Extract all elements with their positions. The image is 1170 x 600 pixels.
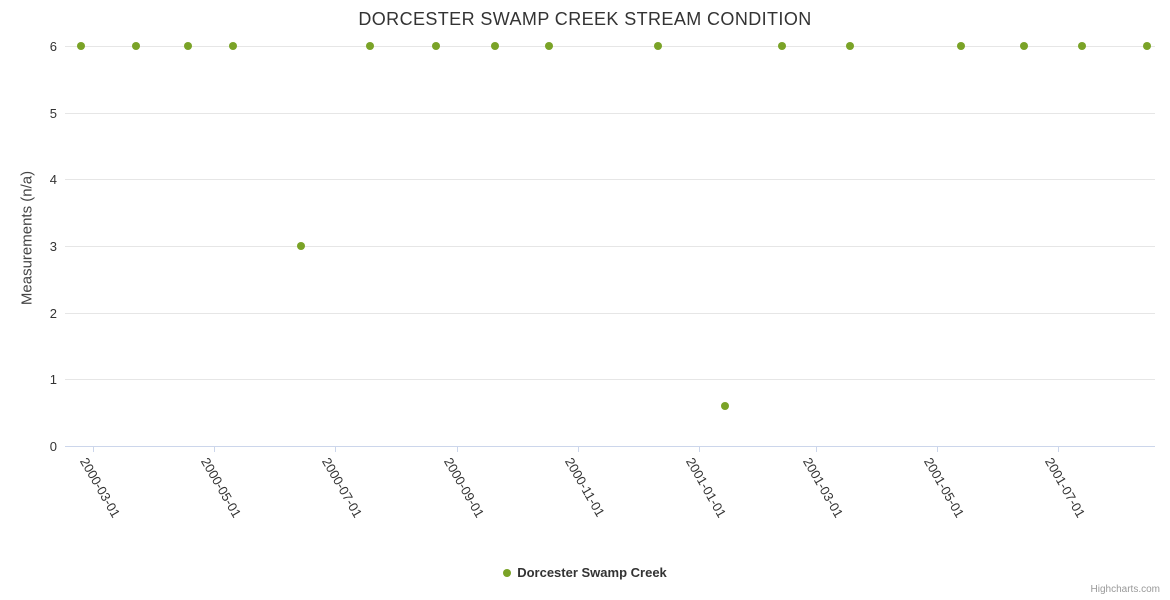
data-point[interactable] (1020, 42, 1029, 50)
legend-item-label: Dorcester Swamp Creek (517, 565, 667, 580)
x-axis-tick-label: 2001-05-01 (921, 455, 968, 521)
x-axis-tick-mark (334, 446, 336, 452)
y-axis-title: Measurements (n/a) (18, 170, 36, 306)
y-axis-tick-label: 6 (49, 39, 57, 54)
x-axis-tick-mark (457, 446, 459, 452)
data-point[interactable] (653, 42, 662, 50)
y-axis-tick-label: 5 (49, 105, 57, 121)
y-axis-tick-label: 3 (49, 239, 57, 254)
data-point[interactable] (491, 42, 500, 50)
data-point[interactable] (1077, 42, 1086, 50)
x-axis-tick-mark (699, 446, 701, 452)
x-axis-tick-label: 2001-07-01 (1041, 455, 1089, 521)
y-gridline (65, 179, 1155, 181)
chart-title: DORCESTER SWAMP CREEK STREAM CONDITION (358, 9, 812, 29)
legend-item[interactable]: Dorcester Swamp Creek (503, 565, 667, 580)
x-axis-tick-label: 2000-03-01 (76, 455, 123, 521)
y-gridline (65, 312, 1155, 314)
x-axis-tick-mark (1057, 446, 1059, 452)
data-point[interactable] (956, 42, 965, 50)
x-axis-tick-mark (213, 446, 215, 452)
data-point[interactable] (296, 242, 305, 250)
x-axis-line (65, 446, 1155, 447)
legend-marker-dot-icon (503, 568, 512, 577)
x-axis-tick-label: 2000-05-01 (197, 455, 244, 521)
y-axis-tick-label: 1 (49, 372, 57, 388)
data-point[interactable] (1143, 42, 1152, 50)
x-axis-tick-label: 2000-07-01 (318, 455, 365, 521)
x-axis-tick-label: 2000-09-01 (441, 455, 488, 521)
highcharts-credits-link[interactable]: Highcharts.com (1090, 584, 1160, 595)
data-point[interactable] (183, 42, 192, 50)
y-axis-tick-label: 0 (49, 439, 57, 454)
data-point[interactable] (431, 42, 440, 50)
data-point[interactable] (845, 42, 854, 50)
x-axis-tick-mark (92, 446, 94, 452)
y-axis-tick-label: 2 (49, 305, 57, 321)
data-point[interactable] (132, 42, 141, 50)
x-axis-tick-label: 2001-03-01 (800, 455, 847, 521)
x-axis-tick-label: 2001-01-01 (683, 455, 730, 521)
y-gridline (65, 112, 1155, 114)
data-point[interactable] (76, 42, 85, 50)
y-gridline (65, 46, 1155, 47)
data-point[interactable] (720, 402, 729, 410)
legend: Dorcester Swamp Creek (0, 565, 1170, 580)
data-point[interactable] (544, 42, 553, 50)
x-axis-tick-label: 2000-11-01 (562, 455, 609, 520)
x-axis-tick-mark (937, 446, 938, 452)
y-gridline (65, 379, 1155, 381)
x-axis-tick-mark (816, 446, 818, 452)
data-point[interactable] (778, 42, 787, 50)
y-gridline (65, 246, 1155, 247)
x-axis-tick-mark (578, 446, 580, 452)
y-axis-tick-label: 4 (49, 172, 57, 188)
data-point[interactable] (366, 42, 375, 50)
data-point[interactable] (229, 42, 238, 50)
